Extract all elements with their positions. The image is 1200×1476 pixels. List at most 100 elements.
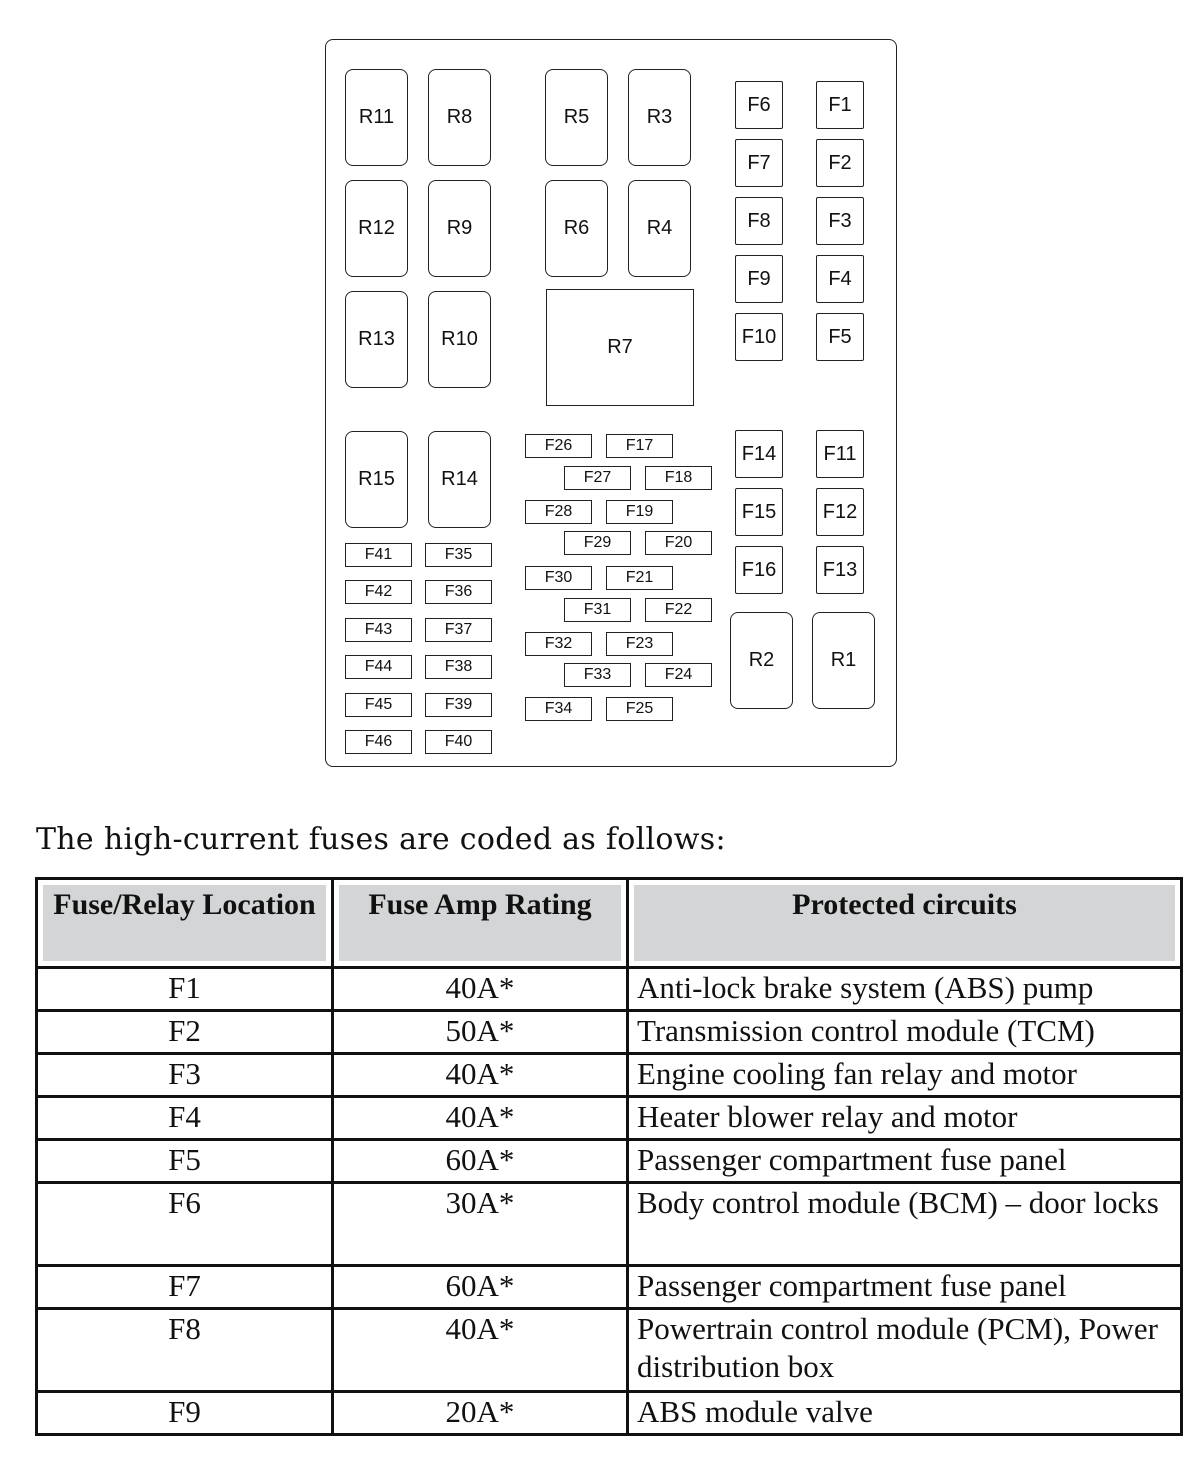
fuse-f32: F32 [525,632,592,656]
cell-location: F8 [35,1307,334,1393]
fuse-f19: F19 [606,500,673,524]
fuse-f14: F14 [735,430,783,478]
cell-location: F4 [35,1095,334,1141]
fuse-f5: F5 [816,313,864,361]
fuse-f26: F26 [525,434,592,458]
fuse-f20: F20 [645,531,712,555]
fuse-f38: F38 [425,655,492,680]
fuse-f34: F34 [525,697,592,721]
fuse-f35: F35 [425,543,492,567]
fuse-box-diagram [325,39,897,767]
fuse-f2: F2 [816,139,864,187]
cell-location: F3 [35,1052,334,1098]
fuse-f27: F27 [564,466,631,490]
cell-location: F7 [35,1264,334,1310]
header-protected-circuits: Protected circuits [626,877,1183,969]
cell-protected-circuits: Anti-lock brake system (ABS) pump [626,966,1183,1012]
fuse-f40: F40 [425,730,492,754]
fuse-f33: F33 [564,663,631,687]
relay-r6: R6 [545,180,608,277]
fuse-f24: F24 [645,663,712,687]
cell-amp-rating: 50A* [331,1009,629,1055]
relay-r8: R8 [428,69,491,166]
fuse-f31: F31 [564,598,631,622]
relay-r13: R13 [345,291,408,388]
cell-amp-rating: 60A* [331,1138,629,1184]
table-row: F9 20A* ABS module valve [35,1390,1183,1436]
header-location: Fuse/Relay Location [35,877,334,969]
fuse-f22: F22 [645,598,712,622]
cell-location: F1 [35,966,334,1012]
fuse-f46: F46 [345,730,412,754]
header-amp-rating: Fuse Amp Rating [331,877,629,969]
fuse-f1: F1 [816,81,864,129]
caption: The high-current fuses are coded as foll… [36,822,726,857]
fuse-f39: F39 [425,692,492,717]
fuse-f28: F28 [525,500,592,524]
table-row: F7 60A* Passenger compartment fuse panel [35,1264,1183,1310]
cell-protected-circuits: Heater blower relay and motor [626,1095,1183,1141]
fuse-f13: F13 [816,546,864,594]
fuse-f23: F23 [606,632,673,656]
cell-amp-rating: 60A* [331,1264,629,1310]
fuse-f29: F29 [564,531,631,555]
cell-protected-circuits: Engine cooling fan relay and motor [626,1052,1183,1098]
cell-amp-rating: 40A* [331,1307,629,1393]
cell-amp-rating: 20A* [331,1390,629,1436]
relay-r15: R15 [345,431,408,528]
table-row: F6 30A* Body control module (BCM) – door l… [35,1181,1183,1267]
fuse-f43: F43 [345,617,412,642]
fuse-f4: F4 [816,255,864,303]
cell-amp-rating: 40A* [331,1095,629,1141]
fuse-f21: F21 [606,566,673,590]
fuse-f36: F36 [425,580,492,605]
fuse-f45: F45 [345,692,412,717]
cell-protected-circuits: Transmission control module (TCM) [626,1009,1183,1055]
cell-amp-rating: 40A* [331,966,629,1012]
fuse-f16: F16 [735,546,783,594]
table-row: F1 40A* Anti-lock brake system (ABS) pump [35,966,1183,1012]
relay-r7: R7 [546,289,694,406]
cell-amp-rating: 30A* [331,1181,629,1267]
cell-protected-circuits: Powertrain control module (PCM), Power d… [626,1307,1183,1393]
relay-r9: R9 [428,180,491,277]
table-header-row: Fuse/Relay Location Fuse Amp Rating Prot… [35,877,1183,969]
fuse-f7: F7 [735,139,783,187]
table-row: F3 40A* Engine cooling fan relay and motor [35,1052,1183,1098]
cell-protected-circuits: Passenger compartment fuse panel [626,1264,1183,1310]
fuse-f17: F17 [606,434,673,458]
fuse-f3: F3 [816,197,864,245]
fuse-f6: F6 [735,81,783,129]
fuse-f9: F9 [735,255,783,303]
table-row: F4 40A* Heater blower relay and motor [35,1095,1183,1141]
fuse-f44: F44 [345,655,412,680]
fuse-f18: F18 [645,466,712,490]
cell-protected-circuits: Body control module (BCM) – door locks [626,1181,1183,1267]
fuse-f30: F30 [525,566,592,590]
fuse-f8: F8 [735,197,783,245]
fuse-f10: F10 [735,313,783,361]
cell-protected-circuits: Passenger compartment fuse panel [626,1138,1183,1184]
relay-r5: R5 [545,69,608,166]
cell-location: F2 [35,1009,334,1055]
fuse-f37: F37 [425,617,492,642]
fuse-f12: F12 [816,488,864,536]
fuse-f41: F41 [345,543,412,567]
relay-r12: R12 [345,180,408,277]
fuse-f15: F15 [735,488,783,536]
relay-r2: R2 [730,612,793,709]
cell-location: F6 [35,1181,334,1267]
cell-location: F5 [35,1138,334,1184]
fuse-f11: F11 [816,430,864,478]
fuse-f42: F42 [345,580,412,605]
cell-amp-rating: 40A* [331,1052,629,1098]
relay-r14: R14 [428,431,491,528]
table-row: F2 50A* Transmission control module (TCM) [35,1009,1183,1055]
cell-protected-circuits: ABS module valve [626,1390,1183,1436]
table-row: F5 60A* Passenger compartment fuse panel [35,1138,1183,1184]
table-row: F8 40A* Powertrain control module (PCM), P… [35,1307,1183,1393]
relay-r1: R1 [812,612,875,709]
relay-r10: R10 [428,291,491,388]
cell-location: F9 [35,1390,334,1436]
